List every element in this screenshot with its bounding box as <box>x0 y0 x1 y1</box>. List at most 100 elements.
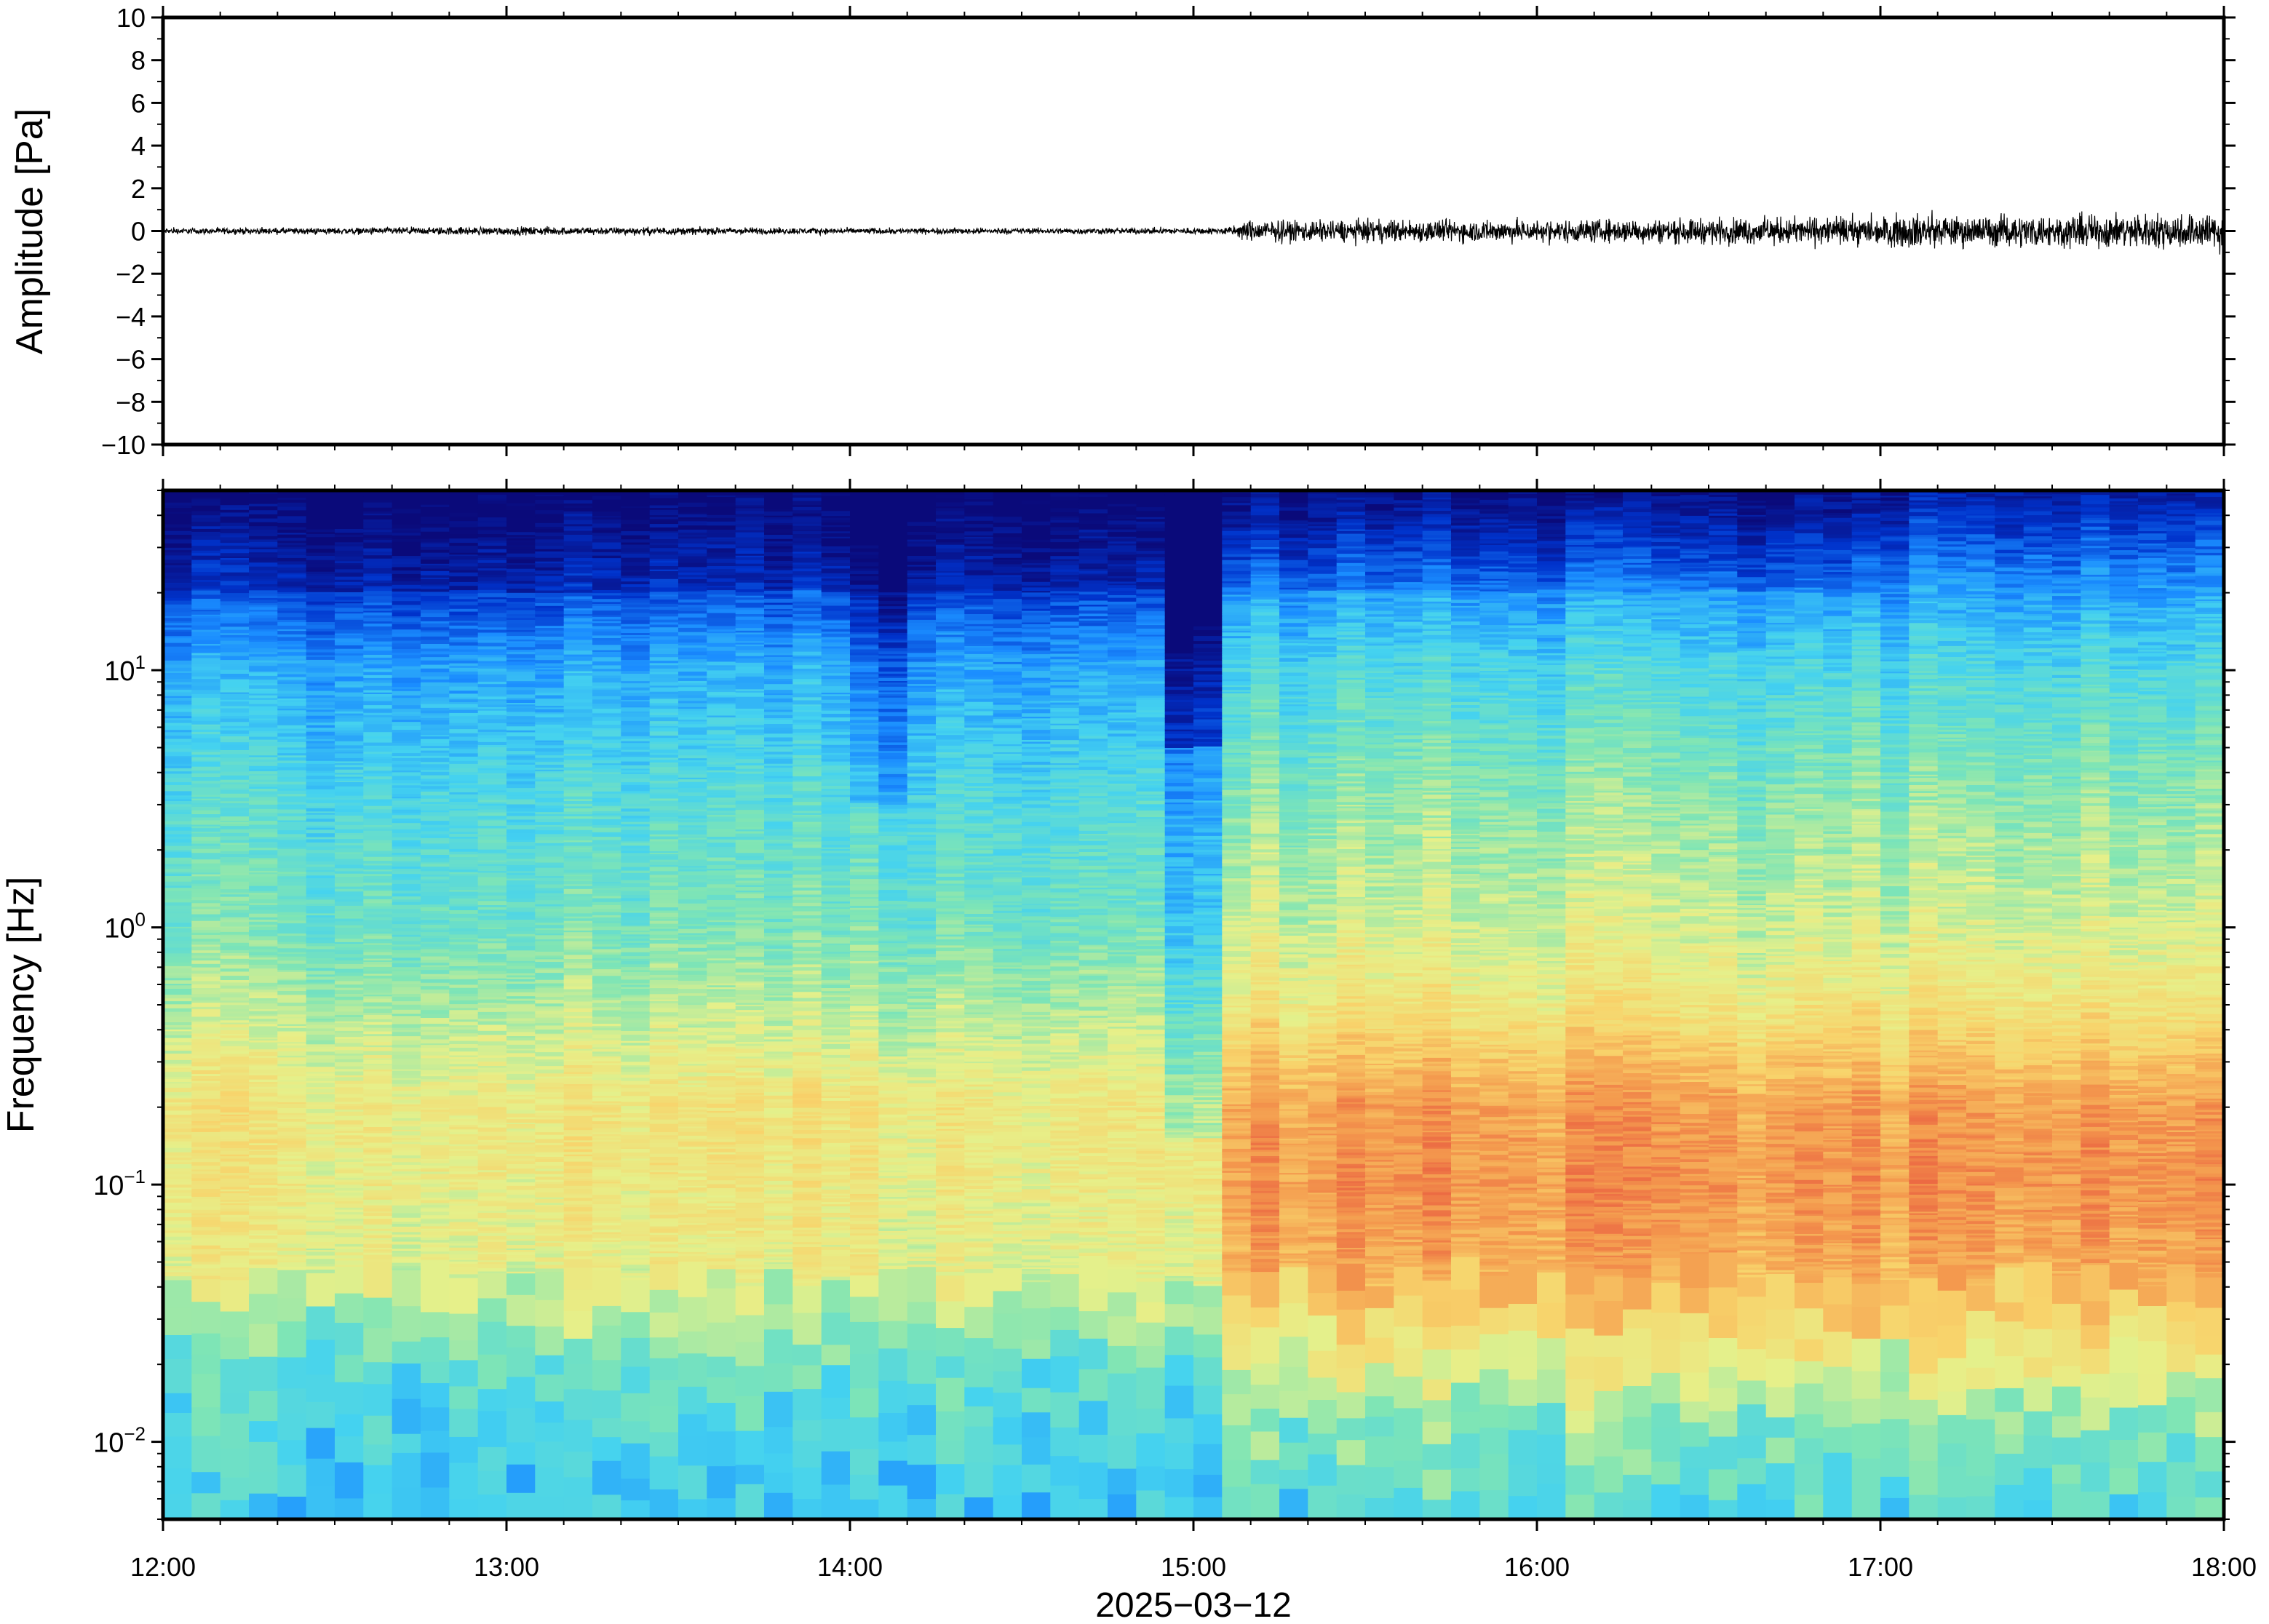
spectrogram-cell <box>220 905 250 910</box>
spectrogram-cell <box>421 1017 450 1022</box>
spectrogram-cell <box>306 544 335 549</box>
spectrogram-cell <box>163 1265 193 1269</box>
spectrogram-cell <box>277 612 307 618</box>
spectrogram-cell <box>163 617 193 621</box>
spectrogram-cell <box>306 763 335 768</box>
spectrogram-cell <box>306 842 335 847</box>
spectrogram-cell <box>392 681 421 683</box>
spectrogram-cell <box>592 954 622 958</box>
spectrogram-cell <box>621 1270 651 1273</box>
spectrogram-cell <box>191 914 221 918</box>
spectrogram-cell <box>335 934 365 939</box>
spectrogram-cell <box>449 1266 479 1270</box>
spectrogram-cell <box>449 883 479 887</box>
spectrogram-cell <box>277 1102 307 1104</box>
spectrogram-cell <box>563 525 593 529</box>
spectrogram-cell <box>392 745 421 750</box>
spectrogram-cell <box>592 797 622 800</box>
spectrogram-cell <box>249 1258 279 1260</box>
spectrogram-cell <box>477 583 507 588</box>
spectrogram-cell <box>477 1227 507 1231</box>
spectrogram-cell <box>191 800 221 803</box>
spectrogram-cell <box>306 634 335 639</box>
spectrogram-cell <box>220 600 250 604</box>
spectrogram-cell <box>592 538 622 543</box>
spectrogram-cell <box>335 815 365 820</box>
spectrogram-cell <box>392 1270 421 1307</box>
spectrogram-cell <box>363 958 393 960</box>
spectrogram-cell <box>306 586 335 589</box>
spectrogram-cell <box>649 1031 679 1034</box>
spectrogram-cell <box>277 784 307 789</box>
spectrogram-cell <box>449 621 479 626</box>
spectrogram-cell <box>392 673 421 678</box>
spectrogram-cell <box>506 1192 536 1195</box>
spectrogram-cell <box>592 568 622 570</box>
spectrogram-cell <box>477 1470 507 1495</box>
spectrogram-cell <box>621 645 651 649</box>
spectrogram-cell <box>449 782 479 786</box>
spectrogram-cell <box>191 1436 221 1473</box>
spectrogram-cell <box>421 917 450 920</box>
spectrogram-cell <box>392 532 421 536</box>
spectrogram-cell <box>506 1073 536 1078</box>
spectrogram-cell <box>421 924 450 928</box>
spectrogram-cell <box>449 1063 479 1067</box>
spectrogram-cell <box>649 1263 679 1290</box>
spectrogram-cell <box>649 1024 679 1029</box>
spectrogram-cell <box>477 803 507 806</box>
spectrogram-cell <box>421 931 450 934</box>
spectrogram-cell <box>563 658 593 661</box>
spectrogram-cell <box>563 586 593 590</box>
spectrogram-cell <box>535 585 565 588</box>
spectrogram-cell <box>392 835 421 837</box>
spectrogram-cell <box>163 1123 193 1127</box>
spectrogram-cell <box>449 863 479 867</box>
spectrogram-cell <box>191 497 221 500</box>
spectrogram-cell <box>163 881 193 886</box>
spectrogram-cell <box>649 987 679 991</box>
spectrogram-cell <box>191 824 221 827</box>
spectrogram-cell <box>306 578 335 583</box>
spectrogram-cell <box>621 1054 651 1059</box>
spectrogram-cell <box>249 820 279 825</box>
spectrogram-cell <box>592 594 622 600</box>
spectrogram-cell <box>421 910 450 914</box>
spectrogram-cell <box>277 526 307 530</box>
spectrogram-cell <box>163 582 193 585</box>
spectrogram-cell <box>506 601 536 605</box>
spectrogram-cell <box>335 1177 365 1180</box>
spectrogram-cell <box>563 583 593 587</box>
spectrogram-cell <box>649 1134 679 1137</box>
spectrogram-cell <box>191 594 221 599</box>
spectrogram-cell <box>220 501 250 506</box>
spectrogram-cell <box>477 1106 507 1110</box>
spectrogram-cell <box>535 553 565 558</box>
spectrogram-cell <box>449 747 479 749</box>
spectrogram-cell <box>191 1158 221 1163</box>
spectrogram-cell <box>306 538 335 542</box>
spectrogram-cell <box>163 1078 193 1082</box>
spectrogram-cell <box>249 727 279 731</box>
spectrogram-cell <box>191 1065 221 1070</box>
spectrogram-cell <box>535 904 565 907</box>
spectrogram-cell <box>335 952 365 955</box>
spectrogram-cell <box>563 753 593 756</box>
spectrogram-cell <box>535 915 565 918</box>
spectrogram-cell <box>449 913 479 918</box>
spectrogram-cell <box>335 669 365 674</box>
spectrogram-cell <box>649 1102 679 1107</box>
spectrogram-cell <box>163 565 193 568</box>
spectrogram-cell <box>335 786 365 789</box>
spectrogram-cell <box>535 654 565 658</box>
spectrogram-cell <box>421 1289 450 1313</box>
spectrogram-cell <box>506 1091 536 1095</box>
spectrogram-cell <box>563 874 593 877</box>
spectrogram-cell <box>563 706 593 709</box>
spectrogram-cell <box>621 604 651 608</box>
spectrogram-cell <box>392 797 421 801</box>
spectrogram-cell <box>191 1219 221 1222</box>
spectrogram-cell <box>306 882 335 886</box>
spectrogram-cell <box>163 631 193 637</box>
spectrogram-cell <box>621 711 651 713</box>
